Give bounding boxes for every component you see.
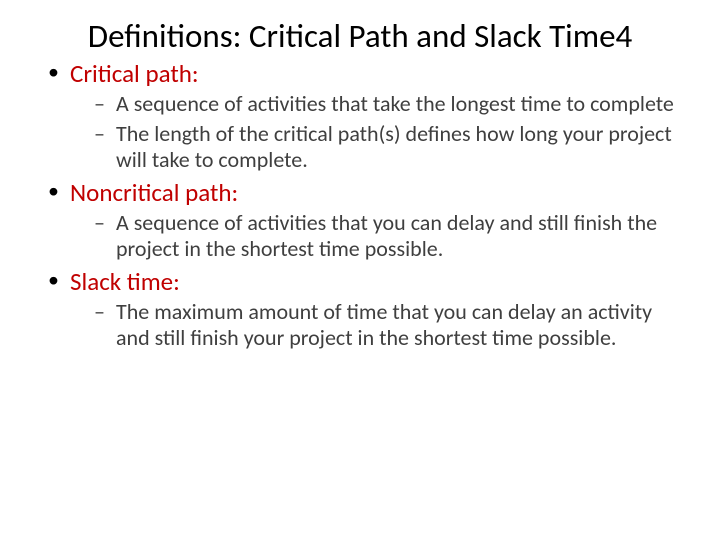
list-item: Slack time: The maximum amount of time t… bbox=[40, 266, 680, 351]
definitions-list: Critical path: A sequence of activities … bbox=[40, 58, 680, 351]
term-label: Slack time: bbox=[70, 266, 180, 297]
sub-list: A sequence of activities that you can de… bbox=[70, 210, 680, 262]
term-label: Critical path: bbox=[70, 58, 199, 89]
list-item: Noncritical path: A sequence of activiti… bbox=[40, 177, 680, 262]
slide-title: Definitions: Critical Path and Slack Tim… bbox=[40, 18, 680, 56]
list-item: Critical path: A sequence of activities … bbox=[40, 58, 680, 173]
sub-item: A sequence of activities that take the l… bbox=[94, 91, 680, 117]
sub-list: The maximum amount of time that you can … bbox=[70, 299, 680, 351]
sub-list: A sequence of activities that take the l… bbox=[70, 91, 680, 173]
sub-item: A sequence of activities that you can de… bbox=[94, 210, 680, 262]
sub-item: The length of the critical path(s) defin… bbox=[94, 121, 680, 173]
term-label: Noncritical path: bbox=[70, 177, 238, 208]
sub-item: The maximum amount of time that you can … bbox=[94, 299, 680, 351]
